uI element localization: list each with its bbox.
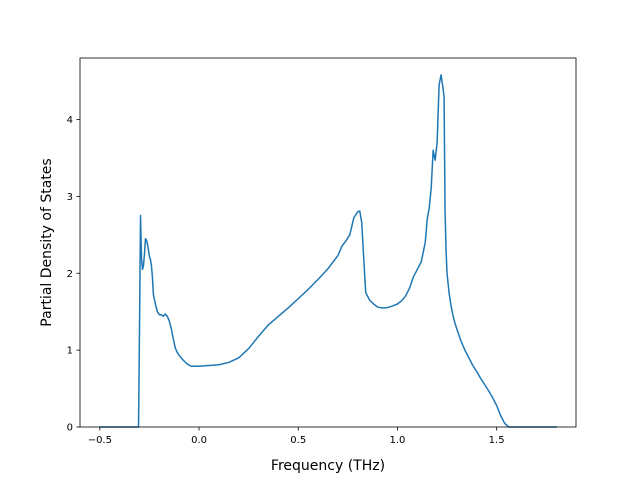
y-axis-ticks: 0 1 2 3 4 <box>67 115 80 434</box>
y-tick-label: 4 <box>67 115 73 126</box>
y-tick-label: 3 <box>67 192 73 203</box>
series-line-0 <box>99 74 557 428</box>
x-tick-label: 0.0 <box>191 435 207 446</box>
y-axis-label: Partial Density of States <box>39 158 55 326</box>
x-axis-ticks: −0.5 0.0 0.5 1.0 1.5 <box>88 427 505 446</box>
x-tick-label: 1.5 <box>489 435 505 446</box>
y-tick-label: 0 <box>67 423 73 434</box>
y-tick-label: 1 <box>67 346 73 357</box>
x-tick-label: 1.0 <box>389 435 405 446</box>
y-tick-label: 2 <box>67 269 73 280</box>
plot-frame <box>79 57 577 428</box>
x-axis-label: Frequency (THz) <box>271 458 385 474</box>
x-tick-label: −0.5 <box>88 435 112 446</box>
x-tick-label: 0.5 <box>290 435 306 446</box>
series-layer <box>99 74 557 428</box>
